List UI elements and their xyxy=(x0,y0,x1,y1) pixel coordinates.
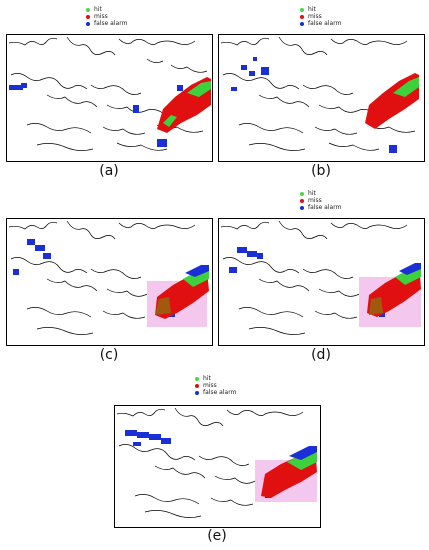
miss-dot-icon xyxy=(300,14,304,19)
legend-e: hit miss false alarm xyxy=(195,375,236,396)
caption-d: (d) xyxy=(311,347,331,363)
legend-label: hit xyxy=(94,6,102,13)
false-alarm-dot-icon xyxy=(195,390,199,395)
hit-cells xyxy=(163,81,211,127)
legend-label: miss xyxy=(203,382,217,389)
map-d xyxy=(218,218,425,346)
legend-label: miss xyxy=(308,13,322,20)
coastlines xyxy=(8,36,208,151)
false-alarm-cells xyxy=(9,83,183,147)
caption-b: (b) xyxy=(311,163,331,179)
map-e xyxy=(114,405,321,528)
hit-dot-icon xyxy=(195,376,199,381)
legend-d: hit miss false alarm xyxy=(300,190,341,211)
caption-c: (c) xyxy=(99,347,119,363)
legend-label: false alarm xyxy=(308,20,342,27)
legend-label: hit xyxy=(203,375,211,382)
false-alarm-dot-icon xyxy=(86,21,90,26)
legend-label: hit xyxy=(308,190,316,197)
miss-dot-icon xyxy=(86,14,90,19)
miss-dot-icon xyxy=(300,198,304,203)
false-alarm-dot-icon xyxy=(300,205,304,210)
legend-a: hit miss false alarm xyxy=(86,6,127,27)
legend-b: hit miss false alarm xyxy=(300,6,341,27)
map-a xyxy=(6,34,213,162)
legend-label: miss xyxy=(94,13,108,20)
legend-label: false alarm xyxy=(308,204,342,211)
legend-label: hit xyxy=(308,6,316,13)
caption-e: (e) xyxy=(207,528,227,544)
hit-dot-icon xyxy=(300,7,304,12)
hit-dot-icon xyxy=(300,191,304,196)
legend-label: false alarm xyxy=(203,389,237,396)
miss-dot-icon xyxy=(195,383,199,388)
hit-dot-icon xyxy=(86,7,90,12)
map-b xyxy=(218,34,425,162)
map-c xyxy=(6,218,213,346)
caption-a: (a) xyxy=(99,163,119,179)
legend-label: miss xyxy=(308,197,322,204)
legend-label: false alarm xyxy=(94,20,128,27)
false-alarm-dot-icon xyxy=(300,21,304,26)
